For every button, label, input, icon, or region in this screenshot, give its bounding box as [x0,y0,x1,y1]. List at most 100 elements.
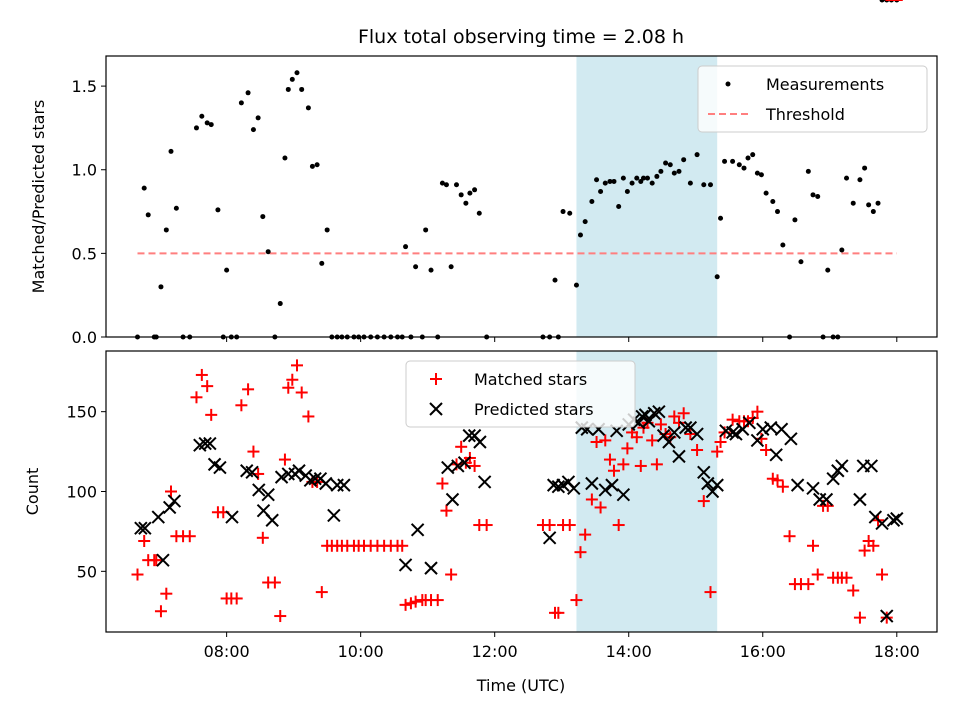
predicted-stars-point [167,494,182,508]
matched-stars-point [668,410,681,423]
predicted-stars-point [742,416,757,430]
matched-stars-point [840,571,853,584]
measurements-point [780,242,786,248]
measurements-point [815,194,821,199]
measurements-point [792,217,798,223]
measurements-point [413,264,419,270]
matched-stars-point [160,587,173,600]
measurements-point [638,178,644,184]
matched-stars-point [847,584,860,597]
measurements-point [629,180,635,186]
measurements-point [145,212,151,218]
measurements-point [758,172,764,178]
measurements-point [701,182,707,188]
x-axis-label: Time (UTC) [476,676,565,695]
matched-stars-point [867,539,880,552]
matched-stars-point [131,568,144,581]
matched-stars-point [876,568,889,581]
count-axes-frame [105,350,938,633]
matched-stars-point [445,568,458,581]
ratio-ylabel: Matched/Predicted stars [29,100,48,294]
predicted-stars-point [729,427,743,441]
matched-stars-point [599,434,612,447]
measurements-point [741,165,747,171]
chart-title: Flux total observing time = 2.08 h [358,26,684,48]
ytick-label: 100 [66,483,97,502]
predicted-stars-point [635,409,649,424]
matched-stars-point [150,554,163,567]
measurements-point [277,301,283,307]
legend-label-measurements: Measurements [766,75,884,94]
measurements-point [736,162,742,168]
predicted-stars-point [327,508,341,523]
predicted-stars-point [319,476,333,491]
measurements-point [770,199,776,205]
matched-stars-point [274,610,287,623]
ytick-label: 0.5 [72,244,97,263]
predicted-stars-point [156,553,170,567]
xtick-label: 08:00 [204,642,250,661]
matched-stars-point [634,459,647,472]
predicted-stars-point [261,487,275,502]
matched-stars-point [579,528,592,541]
matched-stars-point [282,381,295,394]
measurements-point [644,175,650,181]
measurements-point [649,180,655,186]
measurements-point [602,180,608,186]
measurements-point [245,90,251,96]
predicted-stars-point [819,492,834,507]
predicted-stars-point [198,436,212,451]
measurements-point [714,274,720,280]
measurements-point [676,168,682,174]
matched-stars-point [570,594,583,607]
matched-stars-point [268,576,281,589]
measurements-point [694,152,700,158]
matched-stars-point [455,440,468,453]
ytick-label: 1.0 [72,161,97,180]
legend-swatch-measurements [725,81,731,87]
predicted-stars-point [750,433,765,448]
predicted-stars-point [162,500,177,515]
predicted-stars-point [853,492,867,507]
legend-label-predicted: Predicted stars [474,400,594,419]
matched-stars-point [783,530,796,543]
matched-stars-point [154,605,167,618]
predicted-stars-point [662,435,676,449]
measurements-point [573,282,579,288]
measurements-point [158,284,164,290]
matched-stars-point [543,519,556,532]
predicted-stars-point [542,531,557,545]
matched-stars-point [711,445,724,458]
measurements-point [754,170,760,176]
ratio-panel: 0.0 0.5 1.0 1.5 Matched/Predicted stars Mea… [29,0,938,347]
matched-stars-point [726,413,739,426]
measurements-point [844,175,850,181]
measurements-point [718,215,724,221]
measurements-point [193,125,199,131]
predicted-stars-point [308,472,322,486]
matched-stars-point [594,501,607,514]
measurements-point [439,180,445,186]
predicted-stars-point [725,425,740,440]
matched-stars-point [399,598,412,611]
ratio-legend: Measurements Threshold [697,65,928,133]
predicted-stars-point [710,478,724,492]
count-legend: Matched stars Predicted stars [405,360,636,428]
count-panel: 50 100 150 08:00 10:00 12:00 14:00 16:00 18:00 C… [23,0,938,695]
ratio-axes-frame [105,55,938,338]
measurements-point [616,204,622,210]
measurements-point [443,182,449,188]
matched-stars-point [190,391,203,404]
predicted-stars-point [292,464,306,478]
measurements-point [238,100,244,106]
predicted-stars-point [678,420,693,435]
matched-stars-point [755,432,768,445]
predicted-stars-point [647,406,661,420]
measurements-point [282,155,288,161]
measurements-point [671,170,677,176]
predicted-stars-point [477,475,492,489]
measurements-point [199,113,205,119]
matched-stars-point [858,544,871,557]
matched-stars-point [302,410,315,423]
